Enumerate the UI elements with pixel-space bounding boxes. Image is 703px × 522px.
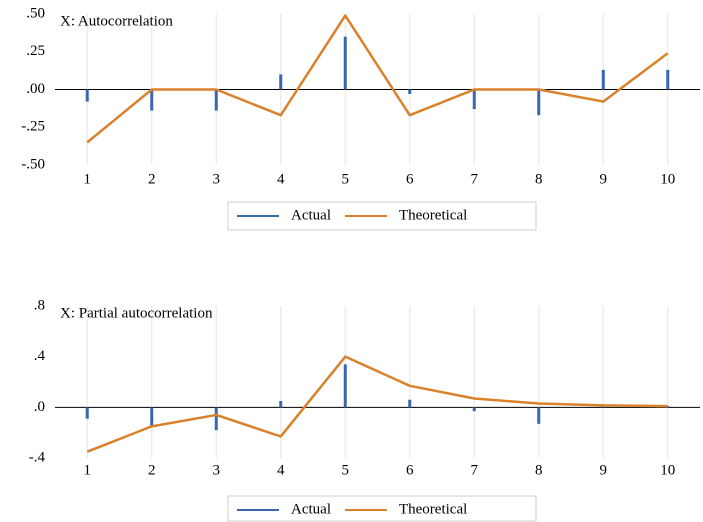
x-tick-label: 5 <box>342 462 350 478</box>
legend-box <box>227 495 537 522</box>
x-tick-label: 1 <box>84 462 92 478</box>
line <box>86 14 669 144</box>
x-tick-label: 8 <box>535 462 543 478</box>
y-tick-label: -.50 <box>21 156 45 172</box>
y-tick-label: .50 <box>26 5 45 21</box>
x-tick-label: 2 <box>148 462 156 478</box>
y-tick-label: -.25 <box>21 119 45 135</box>
legend-label: Theoretical <box>399 207 467 223</box>
y-tick-label: .25 <box>26 43 45 59</box>
line <box>86 355 668 453</box>
x-tick-label: 6 <box>406 171 414 187</box>
x-tick-label: 2 <box>148 171 156 187</box>
y-tick-label: .00 <box>26 81 45 97</box>
x-tick-label: 8 <box>535 171 543 187</box>
y-tick-label: .8 <box>34 297 45 313</box>
chart-title: X: Partial autocorrelation <box>60 305 213 321</box>
x-tick-label: 7 <box>471 462 479 478</box>
x-tick-label: 6 <box>406 462 414 478</box>
x-tick-label: 10 <box>660 171 675 187</box>
x-tick-label: 3 <box>213 462 221 478</box>
y-tick-label: .4 <box>34 348 46 364</box>
x-tick-label: 4 <box>277 171 285 187</box>
legend-label: Actual <box>291 207 331 223</box>
x-tick-label: 5 <box>342 171 350 187</box>
x-tick-label: 7 <box>471 171 479 187</box>
x-tick-label: 9 <box>600 171 608 187</box>
x-tick-label: 1 <box>84 171 92 187</box>
y-tick-label: .0 <box>34 399 45 415</box>
x-tick-label: 9 <box>600 462 608 478</box>
x-tick-label: 3 <box>213 171 221 187</box>
x-tick-label: 4 <box>277 462 285 478</box>
legend-label: Theoretical <box>399 501 467 517</box>
chart-title: X: Autocorrelation <box>60 13 173 29</box>
legend-label: Actual <box>291 501 331 517</box>
y-tick-label: -.4 <box>29 449 46 465</box>
x-tick-label: 10 <box>660 462 675 478</box>
